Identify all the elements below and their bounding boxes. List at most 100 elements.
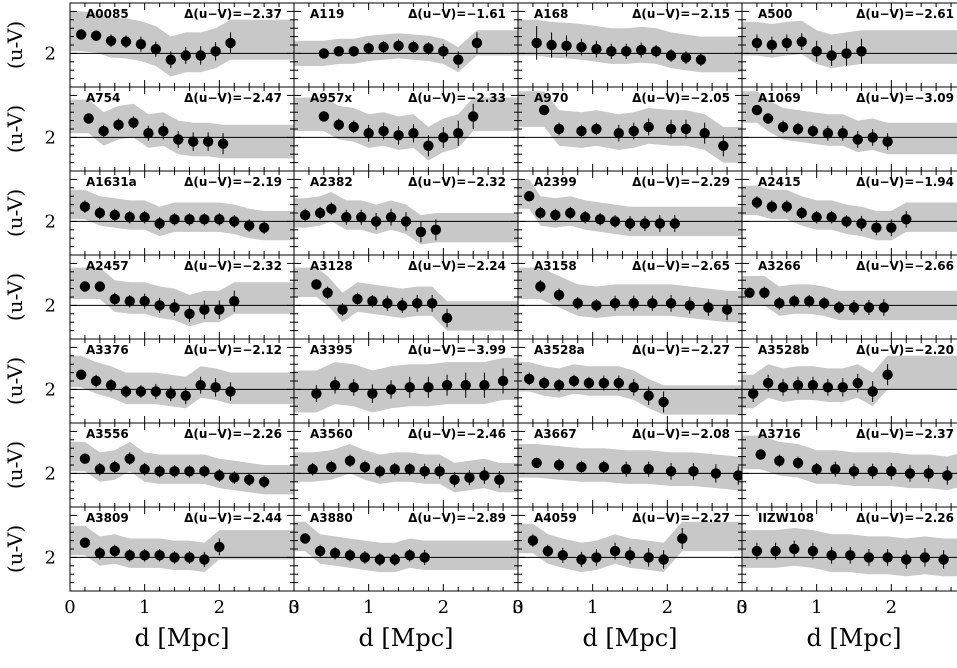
- data-point: [834, 302, 844, 312]
- panel-a3667: A3667 Δ(u−V)=−2.08: [518, 423, 743, 507]
- data-point: [621, 46, 631, 56]
- data-point: [356, 212, 366, 222]
- data-point: [110, 294, 120, 304]
- data-point: [681, 52, 691, 62]
- data-point: [778, 122, 788, 132]
- data-point: [797, 208, 807, 218]
- panel-title: A3158: [534, 259, 577, 273]
- data-point: [76, 370, 86, 380]
- data-point: [375, 554, 385, 564]
- data-point: [300, 533, 310, 543]
- data-point: [188, 136, 198, 146]
- data-point: [214, 542, 224, 552]
- data-point: [789, 544, 799, 554]
- data-point: [867, 466, 877, 476]
- data-point: [166, 55, 176, 65]
- data-point: [479, 470, 489, 480]
- data-point: [225, 386, 235, 396]
- scatter-band: [742, 276, 957, 320]
- data-point: [554, 460, 564, 470]
- data-point: [767, 40, 777, 50]
- panel-delta-label: Δ(u−V)=−3.09: [856, 91, 954, 105]
- panel-delta-label: Δ(u−V)=−2.44: [184, 511, 282, 525]
- data-point: [158, 126, 168, 136]
- panel-delta-label: Δ(u−V)=−2.37: [184, 7, 282, 21]
- data-point: [442, 380, 452, 390]
- data-point: [326, 204, 336, 214]
- data-point: [666, 50, 676, 60]
- data-point: [360, 462, 370, 472]
- data-point: [666, 298, 676, 308]
- data-point: [554, 290, 564, 300]
- data-point: [461, 380, 471, 390]
- panel-title: A754: [86, 91, 120, 105]
- panel-delta-label: Δ(u−V)=−2.65: [632, 259, 730, 273]
- data-point: [453, 128, 463, 138]
- data-point: [576, 554, 586, 564]
- data-point: [774, 456, 784, 466]
- panel-title: A3556: [86, 427, 129, 441]
- data-point: [849, 302, 859, 312]
- data-point: [438, 132, 448, 142]
- data-point: [621, 464, 631, 474]
- data-point: [416, 227, 426, 237]
- panel-title: A3716: [758, 427, 801, 441]
- x-axis-title: d [Mpc]: [582, 624, 677, 652]
- data-point: [658, 397, 668, 407]
- data-point: [139, 212, 149, 222]
- data-point: [442, 313, 452, 323]
- scatter-band: [70, 11, 294, 76]
- data-point: [80, 454, 90, 464]
- data-point: [550, 210, 560, 220]
- data-point: [419, 552, 429, 562]
- data-point: [882, 370, 892, 380]
- data-point: [218, 139, 228, 149]
- data-point: [576, 126, 586, 136]
- data-point: [782, 202, 792, 212]
- data-point: [759, 288, 769, 298]
- data-point: [453, 55, 463, 65]
- panel-a970: A970 Δ(u−V)=−2.05: [518, 87, 742, 171]
- data-point: [610, 546, 620, 556]
- data-point: [531, 38, 541, 48]
- panel-a3128: A3128 Δ(u−V)=−2.24: [294, 255, 518, 339]
- data-point: [184, 214, 194, 224]
- data-point: [681, 124, 691, 134]
- scatter-band: [742, 436, 957, 491]
- y-tick-label: 2: [45, 211, 56, 232]
- data-point: [838, 128, 848, 138]
- data-point: [423, 382, 433, 392]
- scatter-band: [294, 98, 518, 161]
- data-point: [811, 46, 821, 56]
- data-point: [528, 535, 538, 545]
- panel-title: A1069: [758, 91, 801, 105]
- data-point: [151, 44, 161, 54]
- data-point: [703, 302, 713, 312]
- data-point: [184, 466, 194, 476]
- data-point: [378, 42, 388, 52]
- data-point: [95, 464, 105, 474]
- data-point: [311, 279, 321, 289]
- x-tick-label: 1: [363, 597, 374, 618]
- data-point: [106, 36, 116, 46]
- data-point: [539, 105, 549, 115]
- data-point: [767, 202, 777, 212]
- panel-a500: A500 Δ(u−V)=−2.61: [742, 3, 957, 87]
- y-axis-title: (u-V): [3, 525, 27, 573]
- panel-a3528b: A3528b Δ(u−V)=−2.20: [742, 339, 957, 423]
- data-point: [573, 298, 583, 308]
- data-point: [244, 475, 254, 485]
- data-point: [752, 105, 762, 115]
- data-point: [625, 218, 635, 228]
- data-point: [629, 382, 639, 392]
- data-point: [610, 298, 620, 308]
- data-point: [95, 281, 105, 291]
- data-point: [181, 50, 191, 60]
- data-point: [886, 466, 896, 476]
- data-point: [685, 300, 695, 310]
- panel-iizw108: IIZW108 Δ(u−V)=−2.26 0 1 2 3 d [Mpc]: [736, 507, 957, 652]
- data-point: [154, 550, 164, 560]
- panel-a957x: A957x Δ(u−V)=−2.33: [294, 87, 518, 171]
- data-point: [841, 216, 851, 226]
- data-point: [371, 216, 381, 226]
